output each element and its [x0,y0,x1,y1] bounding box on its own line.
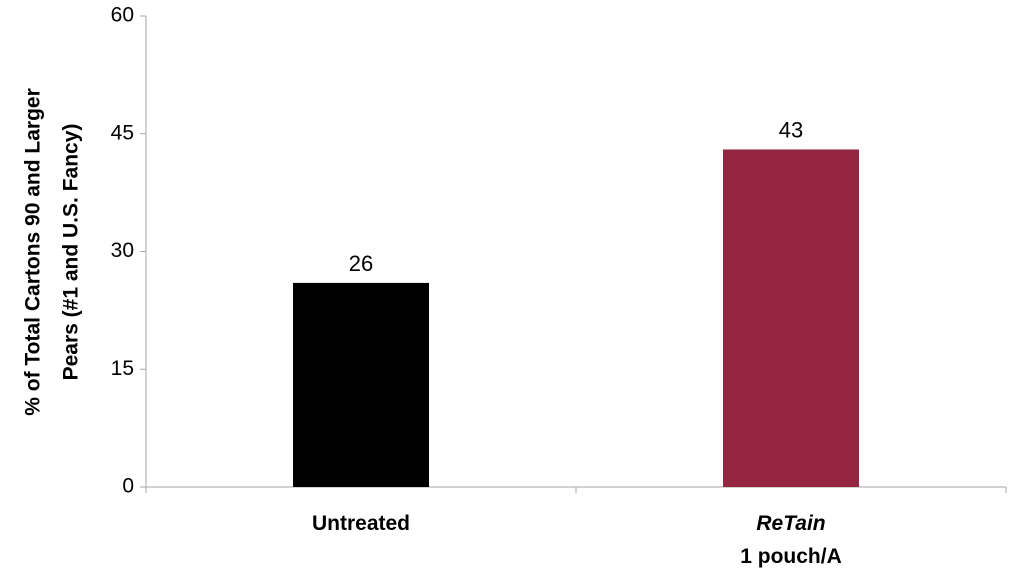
category-labels: Untreated ReTain 1 pouch/A [312,512,842,568]
category-label: 1 pouch/A [740,545,842,568]
bar [723,149,859,487]
data-labels: 26 43 [349,117,803,275]
y-axis-title-line: % of Total Cartons 90 and Larger [22,88,45,416]
y-axis-title-line: Pears (#1 and U.S. Fancy) [60,124,83,381]
y-tick-label: 60 [111,4,134,27]
y-tick-label: 0 [122,475,134,498]
data-label: 26 [349,251,373,276]
y-tick-label: 15 [111,357,134,380]
x-axis [145,486,1007,493]
data-label: 43 [779,117,803,142]
bar [293,282,429,487]
y-axis-title: % of Total Cartons 90 and Larger Pears (#… [22,88,83,416]
y-tick-label: 30 [111,239,134,262]
category-label: Untreated [312,512,410,535]
category-label: ReTain [756,512,825,535]
y-axis: 0 15 30 45 60 [111,4,147,498]
y-tick-label: 45 [111,121,134,144]
bars [293,149,859,487]
